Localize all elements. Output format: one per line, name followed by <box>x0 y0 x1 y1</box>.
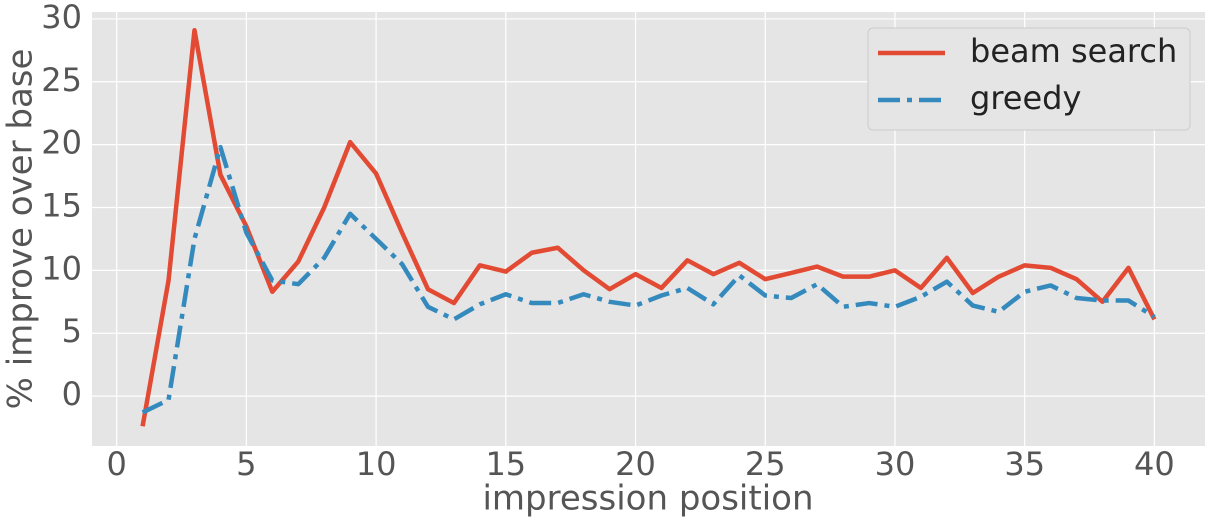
lines <box>140 27 1157 427</box>
legend: beam search greedy <box>867 27 1191 131</box>
legend-label: beam search <box>970 32 1177 70</box>
y-tick-label: 10 <box>41 249 82 287</box>
x-tick-label: 10 <box>356 445 397 483</box>
y-tick-label: 30 <box>41 0 82 36</box>
x-tick-label: 35 <box>1004 445 1045 483</box>
series-line <box>140 27 1157 427</box>
series-line <box>141 144 1156 415</box>
y-axis-title: % improve over base <box>1 49 41 410</box>
y-tick-label: 5 <box>62 312 82 350</box>
y-tick-label: 15 <box>41 187 82 225</box>
x-tick-label: 5 <box>236 445 256 483</box>
ticks: 0 5 10 15 20 25 30 35 40 0 5 10 15 20 25 30 <box>41 0 1174 483</box>
x-tick-label: 15 <box>485 445 526 483</box>
x-tick-label: 30 <box>875 445 916 483</box>
legend-label: greedy <box>970 79 1081 117</box>
x-tick-label: 20 <box>615 445 656 483</box>
y-tick-label: 0 <box>62 375 82 413</box>
y-tick-label: 25 <box>41 61 82 99</box>
x-tick-label: 0 <box>106 445 126 483</box>
x-axis-title: impression position <box>482 479 813 519</box>
legend-box <box>867 27 1191 131</box>
x-tick-label: 25 <box>745 445 786 483</box>
y-tick-label: 20 <box>41 124 82 162</box>
x-tick-label: 40 <box>1134 445 1175 483</box>
